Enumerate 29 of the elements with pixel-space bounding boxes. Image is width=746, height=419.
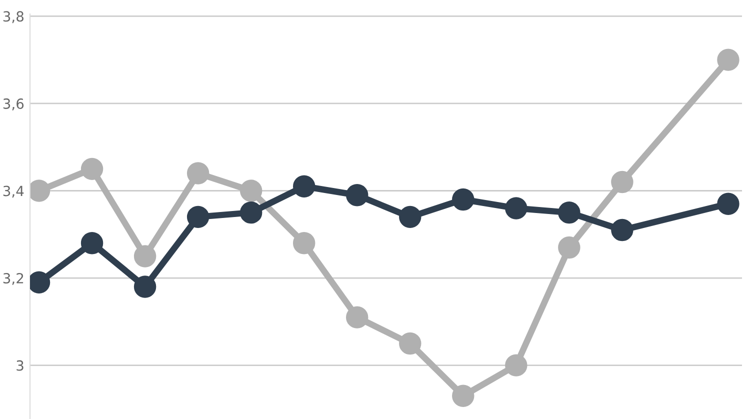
- point: [346, 184, 368, 206]
- point: [240, 180, 262, 202]
- point: [134, 245, 156, 268]
- y-tick-label: 3,4: [3, 186, 24, 198]
- point: [80, 232, 104, 254]
- point: [505, 197, 528, 220]
- point: [505, 354, 528, 376]
- y-tick-label: 3,8: [3, 11, 24, 24]
- point: [186, 162, 210, 184]
- point: [558, 236, 580, 259]
- point: [346, 306, 368, 328]
- point: [240, 201, 262, 224]
- y-tick-label: 3,2: [3, 273, 24, 285]
- point: [717, 48, 740, 71]
- point: [292, 175, 316, 198]
- point: [452, 188, 474, 211]
- y-tick-label: 3: [16, 360, 24, 371]
- point: [611, 218, 634, 242]
- point: [452, 384, 474, 407]
- point: [399, 206, 422, 228]
- y-tick-label: 3,6: [3, 98, 24, 110]
- point: [134, 276, 156, 298]
- point: [292, 232, 316, 254]
- point: [558, 201, 580, 224]
- point: [717, 192, 740, 215]
- point: [80, 158, 104, 180]
- point: [611, 170, 634, 194]
- point: [399, 332, 422, 355]
- point: [186, 206, 210, 228]
